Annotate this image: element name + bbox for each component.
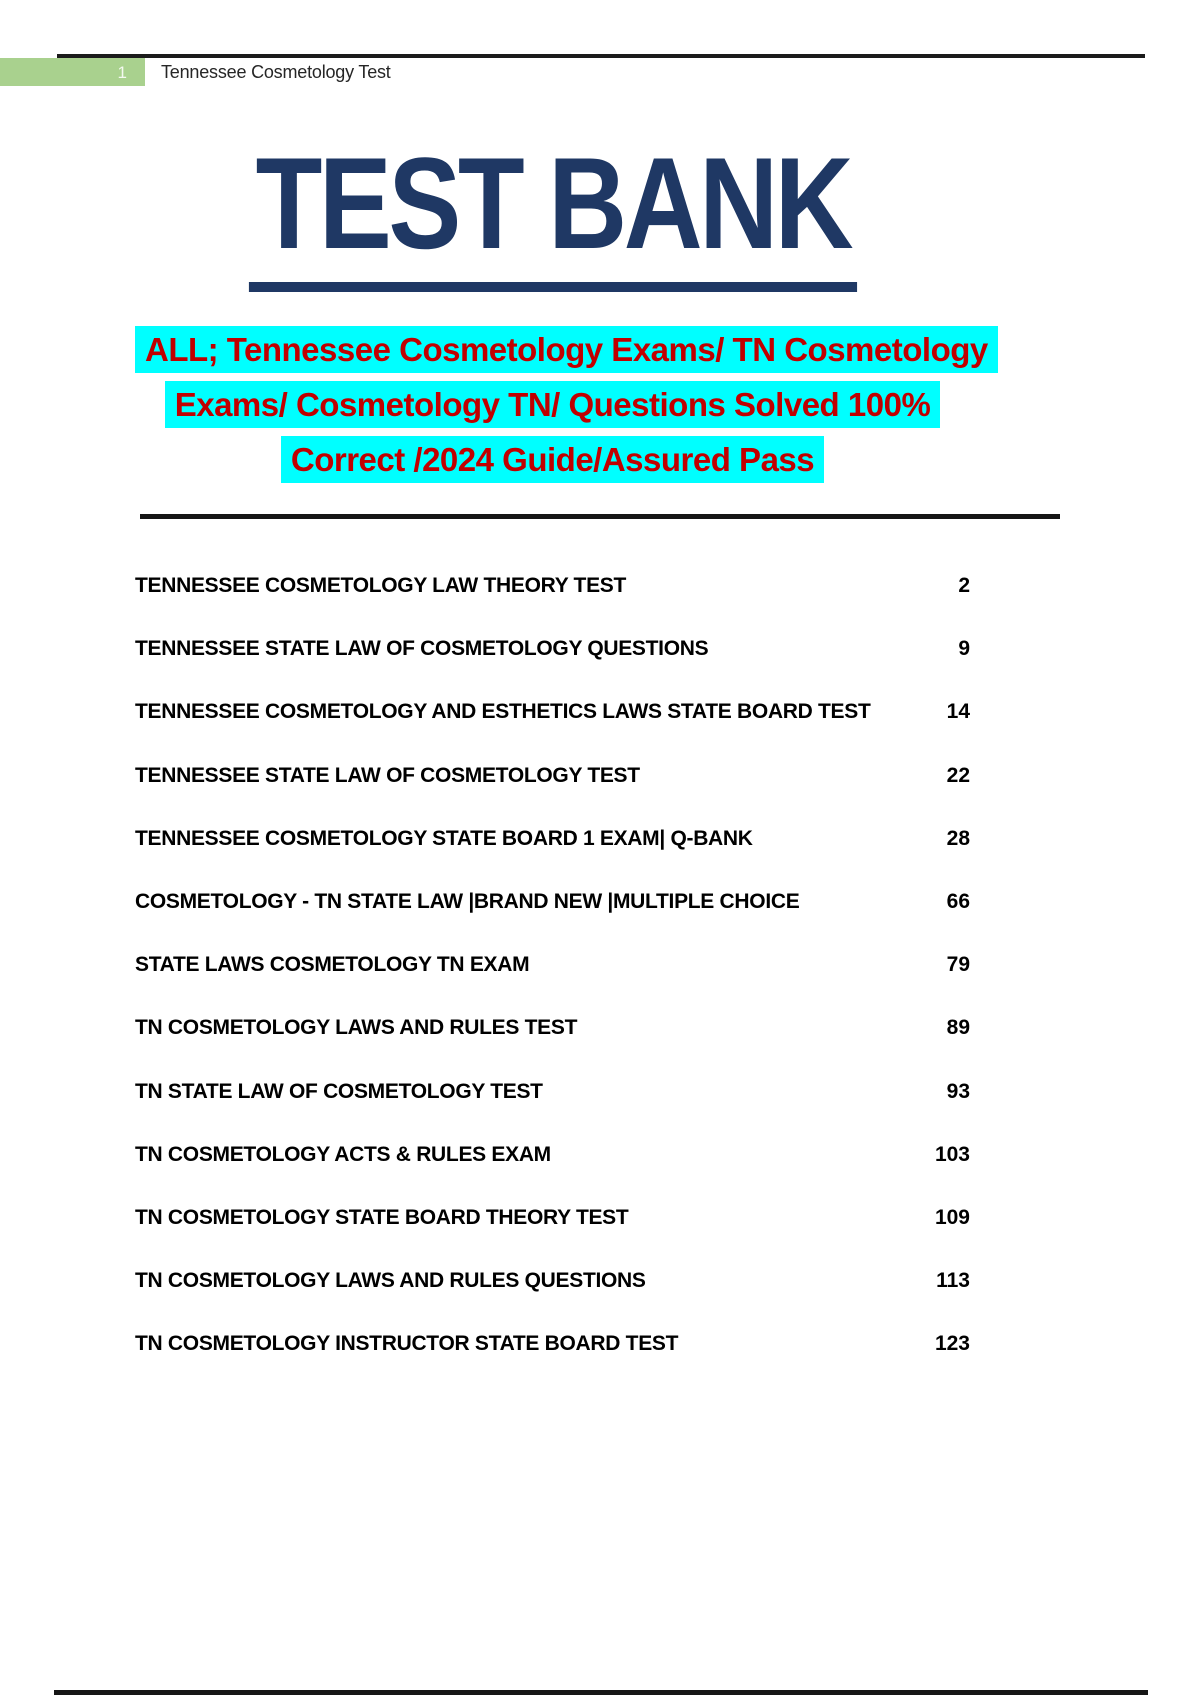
toc-entry-label: TN STATE LAW OF COSMETOLOGY TEST	[135, 1079, 543, 1103]
toc-entry-page-number: 89	[946, 1016, 970, 1040]
toc-entry-page-number: 79	[946, 953, 970, 977]
toc-entry: TENNESSEE STATE LAW OF COSMETOLOGY QUEST…	[135, 637, 970, 700]
toc-entry-label: COSMETOLOGY - TN STATE LAW |BRAND NEW |M…	[135, 889, 800, 913]
title-block: TEST BANK	[135, 138, 970, 292]
toc-entry-label: TN COSMETOLOGY INSTRUCTOR STATE BOARD TE…	[135, 1332, 679, 1356]
toc-entry-label: TN COSMETOLOGY ACTS & RULES EXAM	[135, 1142, 551, 1166]
toc-entry-page-number: 123	[934, 1332, 970, 1356]
toc-entry-page-number: 93	[946, 1079, 970, 1103]
toc-entry: TENNESSEE COSMETOLOGY AND ESTHETICS LAWS…	[135, 700, 970, 763]
toc-entry-page-number: 113	[936, 1269, 970, 1293]
toc-entry-page-number: 28	[946, 826, 970, 850]
toc-entry-label: TENNESSEE STATE LAW OF COSMETOLOGY QUEST…	[135, 637, 709, 661]
toc-entry-page-number: 9	[958, 637, 970, 661]
toc-entry-label: STATE LAWS COSMETOLOGY TN EXAM	[135, 953, 530, 977]
toc-entry: TN STATE LAW OF COSMETOLOGY TEST 93	[135, 1080, 970, 1143]
toc-entry-page-number: 14	[946, 700, 970, 724]
toc-entry-label: TN COSMETOLOGY LAWS AND RULES TEST	[135, 1016, 578, 1040]
document-title: TEST BANK	[248, 138, 857, 292]
toc-entry: TN COSMETOLOGY STATE BOARD THEORY TEST 1…	[135, 1206, 970, 1269]
footer-rule	[54, 1690, 1148, 1695]
toc-entry-page-number: 22	[946, 763, 970, 787]
page-number: 1	[117, 62, 127, 82]
toc-entry: TN COSMETOLOGY ACTS & RULES EXAM 103	[135, 1143, 970, 1206]
toc-entry-page-number: 66	[946, 889, 970, 913]
subtitle-line-3-text: Correct /2024 Guide/Assured Pass	[280, 436, 825, 483]
subtitle-line-1-text: ALL; Tennessee Cosmetology Exams/ TN Cos…	[135, 326, 998, 373]
table-of-contents: TENNESSEE COSMETOLOGY LAW THEORY TEST 2 …	[135, 574, 970, 1395]
subtitle-line-3: Correct /2024 Guide/Assured Pass	[135, 436, 970, 491]
subtitle-line-1: ALL; Tennessee Cosmetology Exams/ TN Cos…	[135, 326, 998, 381]
toc-entry-label: TN COSMETOLOGY STATE BOARD THEORY TEST	[135, 1205, 629, 1229]
toc-entry-label: TENNESSEE COSMETOLOGY LAW THEORY TEST	[135, 574, 627, 597]
toc-entry: TN COSMETOLOGY LAWS AND RULES QUESTIONS …	[135, 1269, 970, 1332]
toc-entry: TN COSMETOLOGY LAWS AND RULES TEST 89	[135, 1016, 970, 1079]
toc-entry: TENNESSEE COSMETOLOGY STATE BOARD 1 EXAM…	[135, 827, 970, 890]
toc-entry: TENNESSEE STATE LAW OF COSMETOLOGY TEST …	[135, 764, 970, 827]
toc-entry: TN COSMETOLOGY INSTRUCTOR STATE BOARD TE…	[135, 1332, 970, 1395]
toc-entry-label: TN COSMETOLOGY LAWS AND RULES QUESTIONS	[135, 1269, 646, 1293]
subtitle-line-2: Exams/ Cosmetology TN/ Questions Solved …	[135, 381, 970, 436]
toc-entry-page-number: 103	[934, 1142, 970, 1166]
toc-entry: TENNESSEE COSMETOLOGY LAW THEORY TEST 2	[135, 574, 970, 637]
toc-entry-page-number: 2	[958, 574, 970, 597]
toc-entry-label: TENNESSEE STATE LAW OF COSMETOLOGY TEST	[135, 763, 640, 787]
subtitle-line-2-text: Exams/ Cosmetology TN/ Questions Solved …	[164, 381, 941, 428]
page-number-bar: 1	[0, 58, 145, 86]
header-rule	[57, 54, 1145, 58]
section-divider	[140, 514, 1060, 519]
toc-entry-label: TENNESSEE COSMETOLOGY STATE BOARD 1 EXAM…	[135, 826, 753, 850]
subtitle-block: ALL; Tennessee Cosmetology Exams/ TN Cos…	[135, 326, 998, 491]
toc-entry-label: TENNESSEE COSMETOLOGY AND ESTHETICS LAWS…	[135, 700, 871, 724]
header-title: Tennessee Cosmetology Test	[161, 61, 391, 82]
toc-entry: COSMETOLOGY - TN STATE LAW |BRAND NEW |M…	[135, 890, 970, 953]
toc-entry-page-number: 109	[934, 1205, 970, 1229]
toc-entry: STATE LAWS COSMETOLOGY TN EXAM 79	[135, 953, 970, 1016]
page-header: 1 Tennessee Cosmetology Test	[0, 58, 391, 86]
